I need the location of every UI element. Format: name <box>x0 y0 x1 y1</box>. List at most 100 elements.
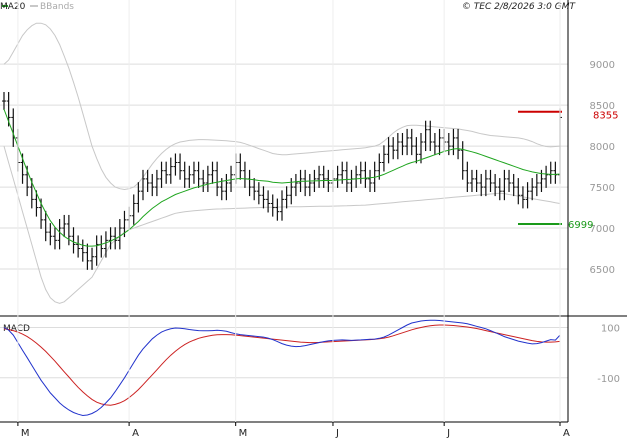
price-bar <box>474 169 479 192</box>
price-y-tick-label: 9000 <box>590 60 615 71</box>
price-bar <box>247 169 252 197</box>
price-bar <box>534 173 539 197</box>
price-bar <box>437 128 442 156</box>
price-gridlines <box>0 63 568 270</box>
price-bar <box>62 214 67 238</box>
price-bar <box>414 137 419 164</box>
price-bar <box>145 169 150 192</box>
price-bar <box>354 165 359 188</box>
price-bar <box>335 165 340 188</box>
price-bar <box>516 178 521 205</box>
price-bar <box>544 165 549 188</box>
x-tick-label: M <box>21 428 30 439</box>
price-bar <box>497 178 502 201</box>
price-y-tick-label: 7500 <box>590 183 615 194</box>
price-bar <box>238 153 243 180</box>
macd-title: MACD <box>3 324 30 334</box>
price-bar <box>432 133 437 156</box>
price-bar <box>456 128 461 160</box>
price-bar <box>483 169 488 197</box>
price-bar <box>428 120 433 152</box>
price-bar <box>168 157 173 184</box>
x-tick-label: J <box>446 428 450 439</box>
price-bar <box>150 173 155 197</box>
price-bar <box>210 161 215 184</box>
price-bar <box>270 194 275 217</box>
price-bar <box>52 227 57 250</box>
price-bar <box>136 182 141 213</box>
price-bar <box>242 161 247 188</box>
price-bar <box>368 169 373 192</box>
price-bar <box>2 92 6 111</box>
price-bar <box>363 161 368 188</box>
macd-signal-line <box>3 324 561 406</box>
price-bar <box>164 161 169 184</box>
price-y-tick-labels: 6500 7000 7500 8000 8500 9000 <box>590 60 615 276</box>
price-bar <box>275 198 280 221</box>
price-bar <box>182 161 187 188</box>
price-bar <box>252 178 257 201</box>
price-bar <box>419 133 423 164</box>
bbands-lower-line <box>3 145 561 304</box>
price-bar <box>520 186 525 209</box>
price-bar <box>43 210 48 242</box>
price-bar <box>80 239 85 262</box>
price-bar <box>525 182 530 209</box>
price-bar <box>201 169 206 192</box>
price-bar <box>11 108 16 147</box>
price-bar <box>507 169 512 192</box>
price-bar <box>103 231 108 258</box>
price-bar <box>229 165 234 192</box>
price-bar <box>511 173 516 197</box>
macd-y-tick-label: -100 <box>597 374 620 385</box>
price-bar <box>349 169 354 192</box>
price-bar <box>99 235 104 258</box>
price-bar <box>488 169 493 192</box>
price-bar <box>90 247 95 270</box>
macd-y-tick-labels: 100 -100 <box>597 324 620 385</box>
price-bar <box>76 235 81 258</box>
price-bar <box>493 173 498 197</box>
price-bar <box>108 227 113 250</box>
price-bar <box>381 145 386 172</box>
price-bar <box>460 141 465 180</box>
price-y-tick-label: 8000 <box>590 142 615 153</box>
price-bar <box>502 169 507 201</box>
price-bar <box>57 219 62 250</box>
price-bar <box>280 190 284 221</box>
price-bar <box>191 161 196 184</box>
price-bar <box>173 153 178 176</box>
price-bar <box>395 133 400 160</box>
chart-frame <box>0 0 627 423</box>
price-bar <box>141 169 145 201</box>
price-bar <box>131 194 136 225</box>
x-tick-label: J <box>335 428 339 439</box>
price-y-tick-label: 8500 <box>590 101 615 112</box>
price-panel: 6500 7000 7500 8000 8500 9000 8355 6999 <box>0 22 618 304</box>
price-y-tick-label: 7000 <box>590 224 615 235</box>
timestamp: © TEC 2/8/2026 3:0 GMT <box>462 2 577 12</box>
ma20-legend-label: MA20 <box>0 2 26 12</box>
resistance-label: 8355 <box>593 111 618 122</box>
price-bar <box>293 173 298 197</box>
x-tick-label: A <box>563 428 570 439</box>
price-bar <box>423 120 428 152</box>
x-tick-label: A <box>132 428 139 439</box>
price-bar <box>479 173 484 197</box>
price-bar <box>48 223 53 246</box>
price-bar <box>553 161 558 184</box>
bbands-legend-label: BBands <box>40 2 74 12</box>
price-bar <box>317 165 322 188</box>
price-bar <box>446 133 451 156</box>
price-bar <box>85 243 90 270</box>
ma20-line <box>3 109 561 247</box>
price-bar <box>205 165 210 192</box>
price-bar <box>530 178 535 201</box>
price-bar <box>400 133 405 156</box>
price-bar <box>178 153 183 180</box>
price-bar <box>451 128 456 156</box>
chart-header: MA20 BBands © TEC 2/8/2026 3:0 GMT <box>0 2 576 12</box>
price-bar <box>71 227 76 254</box>
